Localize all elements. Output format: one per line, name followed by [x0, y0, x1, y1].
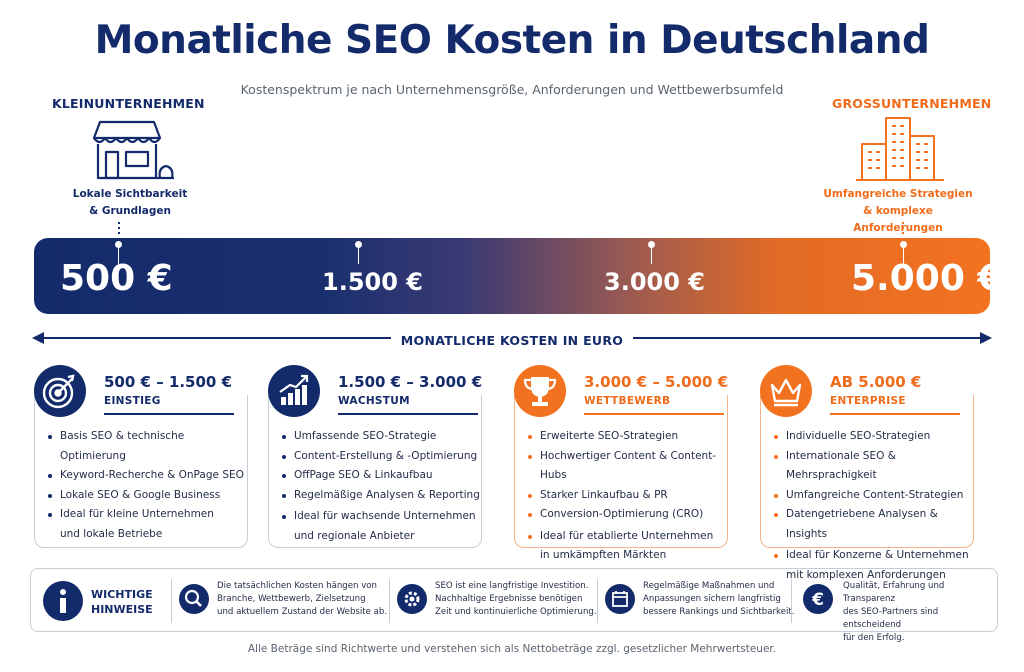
price-marker	[651, 246, 652, 264]
tier-feature-list: Individuelle SEO-Strategien Internationa…	[772, 427, 978, 585]
list-item: Umfassende SEO-Strategie	[280, 427, 480, 447]
divider	[791, 579, 792, 623]
large-enterprise-connector	[902, 222, 904, 236]
price-5000: 5.000 €	[851, 258, 1003, 299]
note-text: Qualität, Erfahrung und Transparenz des …	[843, 581, 945, 643]
footer-disclaimer: Alle Beträge sind Richtwerte und versteh…	[247, 643, 777, 655]
tier-underline	[830, 413, 960, 415]
arrow-left-icon	[32, 332, 44, 344]
growth-chart-icon	[268, 365, 320, 417]
card-frame	[268, 395, 482, 548]
list-item-note: Ideal für wachsende Unternehmen	[280, 507, 480, 527]
list-item: Hochwertiger Content & Content-Hubs	[526, 447, 726, 486]
large-enterprise-heading: GROSSUNTERNEHMEN	[832, 96, 992, 111]
price-500: 500 €	[60, 258, 173, 299]
divider	[171, 579, 172, 623]
list-item-note: Ideal für etablierte Unternehmen	[526, 527, 726, 547]
note-text: Regelmäßige Maßnahmen und Anpassungen si…	[643, 581, 795, 617]
list-item: Umfangreiche Content-Strategien	[772, 486, 978, 506]
small-business-connector	[118, 222, 120, 236]
tier-underline	[584, 413, 724, 415]
page-subtitle: Kostenspektrum je nach Unternehmensgröße…	[240, 82, 784, 97]
list-item: Keyword-Recherche & OnPage SEO	[46, 466, 246, 486]
list-item: OffPage SEO & Linkaufbau	[280, 466, 480, 486]
note-text: Die tatsächlichen Kosten hängen von Bran…	[217, 581, 388, 617]
tier-price-range: 500 € – 1.500 €	[104, 373, 233, 391]
info-icon	[43, 581, 83, 621]
crown-icon	[760, 365, 812, 417]
list-item: Erweiterte SEO-Strategien	[526, 427, 726, 447]
divider	[389, 579, 390, 623]
euro-icon: €	[803, 584, 833, 614]
target-icon	[34, 365, 86, 417]
list-item: Content-Erstellung & -Optimierung	[280, 447, 480, 467]
tier-card-einstieg: 500 € – 1.500 € EINSTIEG Basis SEO & tec…	[34, 365, 248, 548]
building-icon	[856, 117, 944, 181]
divider	[597, 579, 598, 623]
list-item: Lokale SEO & Google Business	[46, 486, 246, 506]
tier-name: ENTERPRISE	[830, 395, 906, 407]
card-frame	[760, 395, 974, 548]
tier-underline	[338, 413, 478, 415]
tier-price-range: 1.500 € – 3.000 €	[338, 373, 483, 391]
calendar-icon	[605, 584, 635, 614]
list-item: Individuelle SEO-Strategien	[772, 427, 978, 447]
price-gradient-bar	[34, 238, 990, 314]
arrow-right-icon	[980, 332, 992, 344]
price-marker-dot	[648, 241, 655, 248]
tier-underline	[104, 413, 234, 415]
price-marker-dot	[115, 241, 122, 248]
price-marker-dot	[355, 241, 362, 248]
list-item: Regelmäßige Analysen & Reporting	[280, 486, 480, 506]
tier-name: EINSTIEG	[104, 395, 161, 407]
list-item: Basis SEO & technische Optimierung	[46, 427, 246, 466]
note-text: SEO ist eine langfristige Investition. N…	[435, 581, 597, 617]
card-frame	[514, 395, 728, 548]
trophy-icon	[514, 365, 566, 417]
tier-card-wettbewerb: 3.000 € – 5.000 € WETTBEWERB Erweiterte …	[514, 365, 729, 561]
tier-card-enterprise: AB 5.000 € ENTERPRISE Individuelle SEO-S…	[760, 365, 974, 581]
gear-icon	[397, 584, 427, 614]
important-notes-box: WICHTIGE HINWEISE Die tatsächlichen Kost…	[30, 568, 998, 643]
shop-icon	[92, 120, 174, 180]
price-3000: 3.000 €	[604, 268, 705, 296]
price-marker	[118, 246, 119, 264]
large-enterprise-description: Umfangreiche Strategien & komplexe Anfor…	[823, 188, 973, 234]
price-marker	[358, 246, 359, 264]
list-item-continuation: und lokale Betriebe	[60, 527, 163, 540]
card-frame	[34, 395, 248, 548]
page-title: Monatliche SEO Kosten in Deutschland	[94, 18, 930, 63]
tier-name: WACHSTUM	[338, 395, 410, 407]
tier-price-range: 3.000 € – 5.000 €	[584, 373, 729, 391]
tier-feature-list: Umfassende SEO-Strategie Content-Erstell…	[280, 427, 480, 546]
list-item-continuation: in umkämpften Märkten	[540, 549, 667, 561]
small-business-heading: KLEINUNTERNEHMEN	[52, 96, 205, 111]
tier-feature-list: Erweiterte SEO-Strategien Hochwertiger C…	[526, 427, 726, 566]
list-item-note: Ideal für Konzerne & Unternehmen	[772, 546, 978, 566]
tier-feature-list: Basis SEO & technische Optimierung Keywo…	[46, 427, 246, 544]
svg-text:€: €	[811, 590, 824, 610]
list-item: Conversion-Optimierung (CRO)	[526, 505, 726, 525]
list-item: Internationale SEO & Mehrsprachigkeit	[772, 447, 978, 486]
tier-price-range: AB 5.000 €	[830, 373, 922, 391]
axis-label: MONATLICHE KOSTEN IN EURO	[0, 330, 1024, 349]
price-marker-dot	[900, 241, 907, 248]
list-item-continuation: mit komplexen Anforderungen	[786, 568, 946, 581]
notes-heading: WICHTIGE HINWEISE	[91, 588, 153, 616]
small-business-description: Lokale Sichtbarkeit & Grundlagen	[72, 188, 188, 217]
price-marker	[903, 246, 904, 264]
tier-card-wachstum: 1.500 € – 3.000 € WACHSTUM Umfassende SE…	[268, 365, 482, 548]
list-item: Ideal für kleine Unternehmen	[46, 505, 246, 525]
list-item: Starker Linkaufbau & PR	[526, 486, 726, 506]
list-item-continuation: und regionale Anbieter	[294, 529, 415, 542]
list-item: Datengetriebene Analysen & Insights	[772, 505, 978, 544]
price-1500: 1.500 €	[322, 268, 423, 296]
search-icon	[179, 584, 209, 614]
tier-name: WETTBEWERB	[584, 395, 671, 407]
